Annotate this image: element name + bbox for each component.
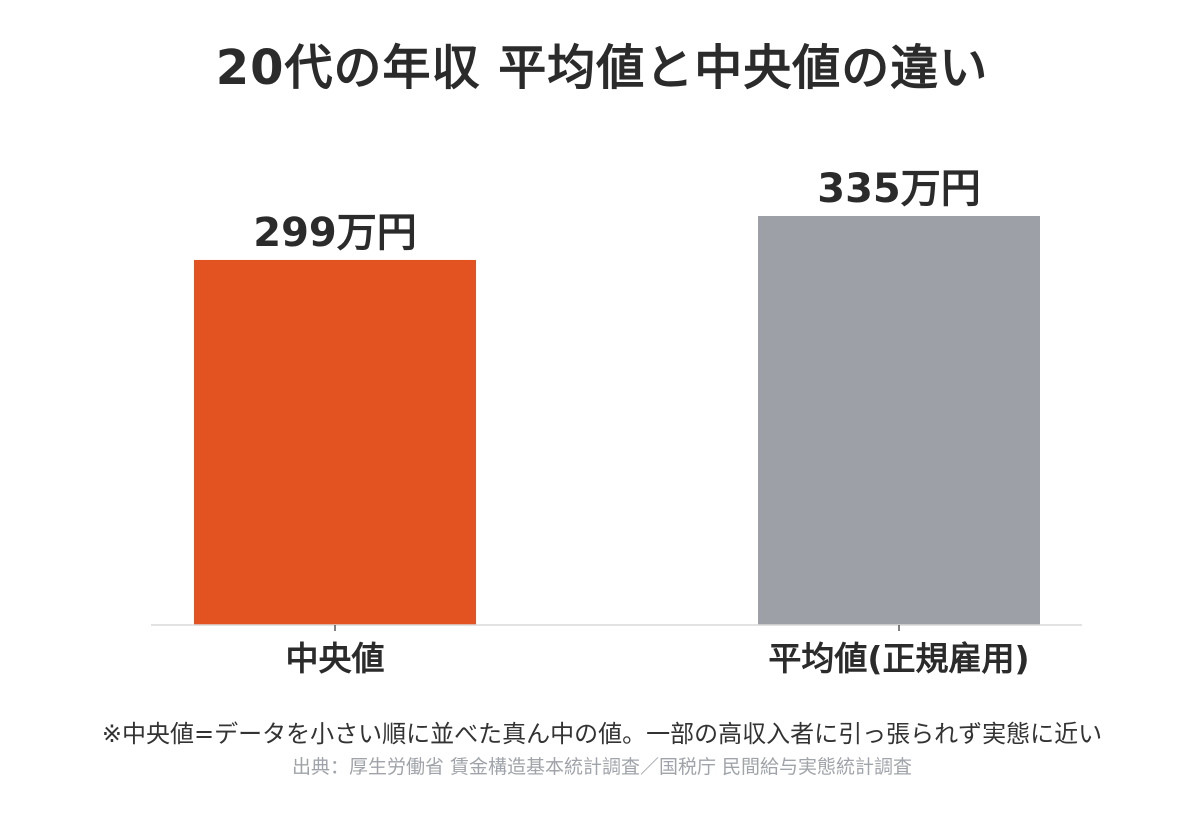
category-label-1: 中央値 (286, 639, 385, 678)
bar-1 (194, 259, 476, 625)
footnote: ※中央値=データを小さい順に並べた真ん中の値。一部の高収入者に引っ張られず実態に… (101, 720, 1103, 748)
data-label-1: 299万円 (253, 210, 417, 256)
category-label-2: 平均値(正規雇用) (768, 639, 1029, 678)
chart-title: 20代の年収 平均値と中央値の違い (215, 40, 989, 96)
data-label-2: 335万円 (817, 166, 981, 212)
source-credit: 出典：厚生労働省 賃金構造基本統計調査／国税庁 民間給与実態統計調査 (291, 756, 913, 778)
bar-2 (758, 216, 1040, 625)
